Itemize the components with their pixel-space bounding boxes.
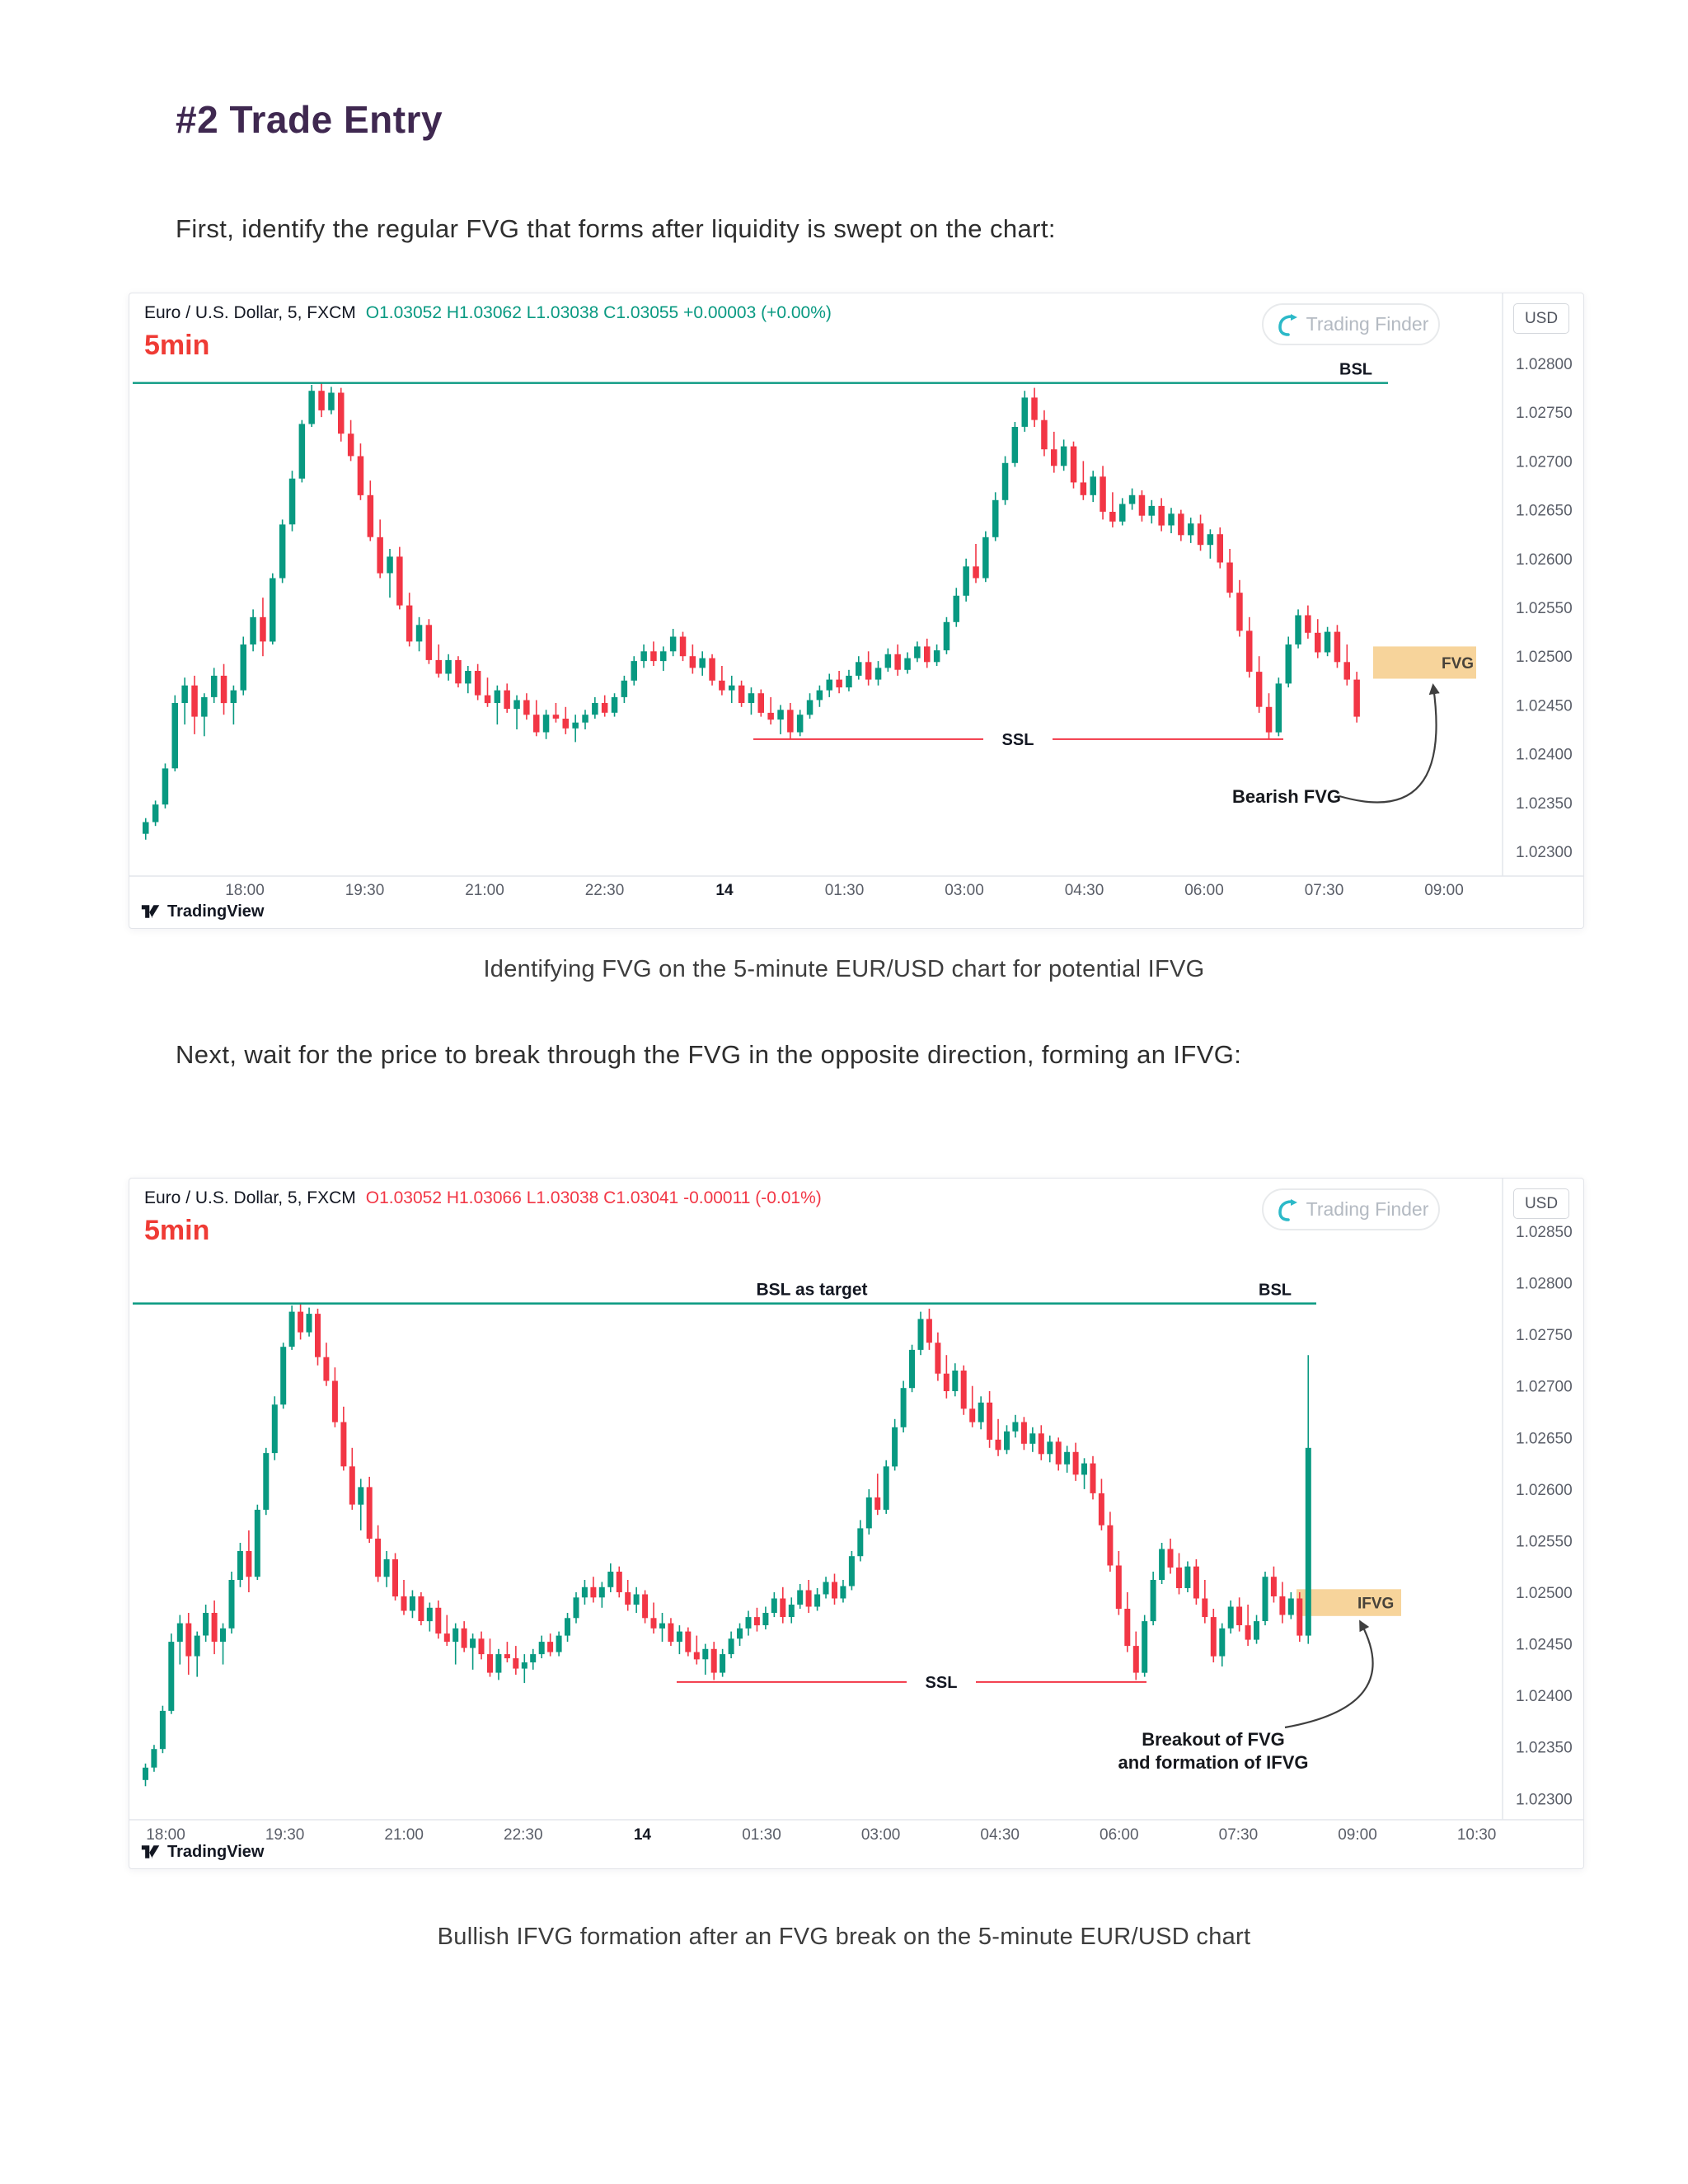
time-axis-label: 14: [715, 882, 734, 899]
price-axis-label: 1.02800: [1516, 1276, 1573, 1293]
currency-button[interactable]: USD: [1513, 1188, 1569, 1219]
price-axis-label: 1.02650: [1516, 503, 1573, 520]
price-axis-label: 1.02350: [1516, 1740, 1573, 1757]
time-axis-label: 10:30: [1457, 1826, 1497, 1844]
trading-finder-watermark: Trading Finder: [1262, 1188, 1440, 1230]
price-axis-label: 1.02450: [1516, 1637, 1573, 1654]
price-axis-label: 1.02850: [1516, 1224, 1573, 1241]
time-axis-label: 06:00: [1184, 882, 1224, 899]
timeframe-label: 5min: [144, 1215, 210, 1246]
trading-finder-logo-icon: [1278, 1198, 1297, 1221]
chart-card-bearish-fvg: 1.02800 1.02750 1.02700 1.02650 1.02600 1.025…: [129, 293, 1584, 929]
price-axis-label: 1.02400: [1516, 1688, 1573, 1705]
trading-finder-logo-icon: [1278, 313, 1297, 336]
ohlc-values: O1.03052 H1.03066 L1.03038 C1.03041 -0.0…: [365, 1188, 822, 1207]
annotation-text: Breakout of FVG: [1142, 1729, 1285, 1750]
price-axis-label: 1.02750: [1516, 1327, 1573, 1344]
annotation-arrow: [1339, 683, 1440, 804]
candles-series: [143, 382, 1360, 840]
intro-paragraph: First, identify the regular FVG that for…: [176, 214, 1056, 243]
time-axis-label: 14: [634, 1826, 652, 1844]
annotation-text: Bearish FVG: [1232, 786, 1341, 807]
bsl-label: BSL: [1259, 1282, 1292, 1300]
price-axis-label: 1.02400: [1516, 747, 1573, 764]
price-axis-label: 1.02700: [1516, 1379, 1573, 1396]
time-axis-label: 18:00: [225, 882, 265, 899]
price-axis-label: 1.02750: [1516, 405, 1573, 422]
candlestick-chart-2[interactable]: 1.02850 1.02800 1.02750 1.02700 1.02650 1.026…: [129, 1179, 1583, 1868]
ssl-label: SSL: [926, 1674, 958, 1692]
time-axis-label: 03:00: [945, 882, 984, 899]
time-axis-label: 06:00: [1100, 1826, 1139, 1844]
price-axis-label: 1.02350: [1516, 795, 1573, 813]
candlestick-chart-1[interactable]: 1.02800 1.02750 1.02700 1.02650 1.02600 1.025…: [129, 293, 1583, 928]
price-axis-label: 1.02800: [1516, 356, 1573, 373]
annotation-text: and formation of IFVG: [1118, 1752, 1309, 1773]
tradingview-logo-icon: [141, 905, 160, 918]
gap-box-label: IFVG: [1357, 1596, 1394, 1613]
tradingview-attribution[interactable]: TradingView: [141, 1842, 264, 1862]
price-axis-label: 1.02650: [1516, 1430, 1573, 1447]
price-axis-label: 1.02550: [1516, 1533, 1573, 1550]
price-axis-label: 1.02550: [1516, 600, 1573, 617]
symbol-line: Euro / U.S. Dollar, 5, FXCM O1.03052 H1.0…: [144, 1188, 822, 1208]
time-axis-label: 03:00: [861, 1826, 901, 1844]
timeframe-label: 5min: [144, 330, 210, 361]
time-axis-label: 19:30: [345, 882, 385, 899]
price-axis-label: 1.02600: [1516, 1482, 1573, 1499]
bsl-label: BSL: [1339, 361, 1372, 379]
time-axis-label: 21:00: [384, 1826, 424, 1844]
chart-header: Euro / U.S. Dollar, 5, FXCM O1.03052 H1.0…: [144, 303, 832, 362]
symbol-title: Euro / U.S. Dollar, 5, FXCM: [144, 1188, 356, 1207]
ssl-label: SSL: [1002, 731, 1034, 749]
price-axis-label: 1.02500: [1516, 649, 1573, 666]
ohlc-values: O1.03052 H1.03062 L1.03038 C1.03055 +0.0…: [365, 303, 832, 322]
time-axis-label: 19:30: [265, 1826, 305, 1844]
section-heading: #2 Trade Entry: [176, 98, 443, 141]
ifvg-box[interactable]: [1296, 1589, 1401, 1616]
price-axis-label: 1.02700: [1516, 453, 1573, 471]
time-axis-label: 09:00: [1424, 882, 1464, 899]
price-axis-label: 1.02300: [1516, 844, 1573, 861]
time-axis-label: 09:00: [1338, 1826, 1377, 1844]
price-axis-label: 1.02500: [1516, 1585, 1573, 1602]
time-axis-label: 04:30: [980, 1826, 1020, 1844]
time-axis-label: 07:30: [1305, 882, 1344, 899]
time-axis-label: 22:30: [504, 1826, 543, 1844]
time-axis-label: 21:00: [465, 882, 504, 899]
watermark-text: Trading Finder: [1306, 313, 1429, 335]
symbol-title: Euro / U.S. Dollar, 5, FXCM: [144, 303, 356, 322]
bsl-target-note: BSL as target: [757, 1281, 868, 1300]
annotation-arrow: [1284, 1619, 1374, 1729]
time-axis-label: 01:30: [742, 1826, 781, 1844]
trading-finder-watermark: Trading Finder: [1262, 303, 1440, 345]
time-axis-label: 04:30: [1065, 882, 1104, 899]
chart-header: Euro / U.S. Dollar, 5, FXCM O1.03052 H1.0…: [144, 1188, 822, 1247]
figure-caption-2: Bullish IFVG formation after an FVG brea…: [437, 1924, 1251, 1950]
symbol-line: Euro / U.S. Dollar, 5, FXCM O1.03052 H1.0…: [144, 303, 832, 323]
tradingview-attribution-text: TradingView: [167, 902, 265, 921]
price-axis-label: 1.02300: [1516, 1791, 1573, 1808]
price-axis-label: 1.02600: [1516, 551, 1573, 569]
time-axis-label: 01:30: [825, 882, 865, 899]
candles-series: [143, 1303, 1311, 1787]
tradingview-logo-icon: [141, 1845, 160, 1858]
chart-card-bullish-ifvg: 1.02850 1.02800 1.02750 1.02700 1.02650 1.026…: [129, 1178, 1584, 1869]
fvg-box[interactable]: [1373, 646, 1476, 679]
gap-box-label: FVG: [1442, 655, 1474, 673]
middle-paragraph: Next, wait for the price to break throug…: [176, 1040, 1242, 1069]
figure-caption-1: Identifying FVG on the 5-minute EUR/USD …: [483, 956, 1205, 982]
time-axis-label: 07:30: [1219, 1826, 1259, 1844]
time-axis-label: 22:30: [585, 882, 625, 899]
tradingview-attribution[interactable]: TradingView: [141, 902, 264, 921]
watermark-text: Trading Finder: [1306, 1198, 1429, 1220]
price-axis-label: 1.02450: [1516, 697, 1573, 715]
tradingview-attribution-text: TradingView: [167, 1842, 265, 1861]
currency-button[interactable]: USD: [1513, 303, 1569, 334]
time-axis-label: 18:00: [146, 1826, 185, 1844]
